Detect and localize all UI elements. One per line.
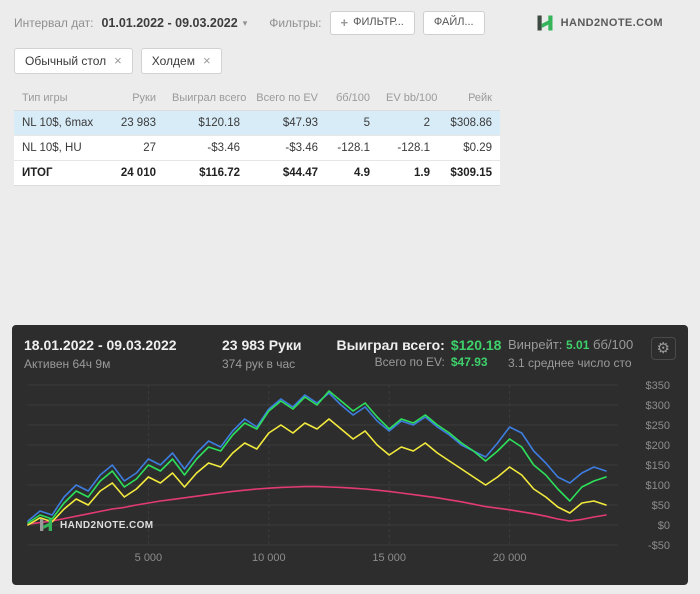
filters-label: Фильтры: <box>269 16 322 30</box>
graph-panel: 18.01.2022 - 09.03.2022 Активен 64ч 9м 2… <box>12 325 688 585</box>
svg-text:-$50: -$50 <box>648 540 670 552</box>
panel-winrate-unit: бб/100 <box>593 337 634 352</box>
svg-text:$0: $0 <box>658 520 670 532</box>
hand2note-logo-icon <box>537 15 553 31</box>
cell-bb100: 5 <box>326 111 378 136</box>
panel-hands-block: 23 983 Руки 374 рук в час <box>222 337 330 371</box>
svg-text:$250: $250 <box>646 420 670 432</box>
chart-settings-button[interactable]: ⚙ <box>650 337 676 360</box>
panel-hands-count: 23 983 Руки <box>222 337 302 353</box>
cell-won-total: $116.72 <box>164 161 248 186</box>
cell-won-total: -$3.46 <box>164 136 248 161</box>
svg-text:5 000: 5 000 <box>135 552 163 564</box>
panel-won-value: $120.18 <box>450 337 502 353</box>
column-header-won-total[interactable]: Выиграл всего <box>164 86 248 111</box>
filter-chip-table-type[interactable]: Обычный стол × <box>14 48 133 74</box>
cell-ev-total: $44.47 <box>248 161 326 186</box>
filter-chip-label: Обычный стол <box>25 54 107 68</box>
cell-ev-total: -$3.46 <box>248 136 326 161</box>
cell-ev-bb100: -128.1 <box>378 136 438 161</box>
svg-text:$150: $150 <box>646 460 670 472</box>
cell-hands: 27 <box>106 136 164 161</box>
results-table: Тип игры Руки Выиграл всего Всего по EV … <box>14 86 500 186</box>
hand2note-logo-text: HAND2NOTE.COM <box>560 17 663 29</box>
svg-text:$100: $100 <box>646 480 670 492</box>
file-button-label: ФАЙЛ... <box>433 16 474 29</box>
column-header-bb100[interactable]: бб/100 <box>326 86 378 111</box>
svg-text:$350: $350 <box>646 380 670 392</box>
topbar: Интервал дат: 01.01.2022 - 09.03.2022 ▾ … <box>0 0 700 40</box>
add-filter-button[interactable]: + ФИЛЬТР... <box>329 11 415 35</box>
cell-hands: 24 010 <box>106 161 164 186</box>
add-filter-button-label: ФИЛЬТР... <box>353 16 404 29</box>
svg-text:15 000: 15 000 <box>372 552 406 564</box>
svg-text:$200: $200 <box>646 440 670 452</box>
panel-date-range: 18.01.2022 - 09.03.2022 <box>24 337 177 353</box>
panel-winnings-block: Выиграл всего: $120.18 Всего по EV: $47.… <box>330 337 508 369</box>
svg-text:$300: $300 <box>646 400 670 412</box>
column-header-ev-bb100[interactable]: EV bb/100 <box>378 86 438 111</box>
panel-winrate-value: 5.01 <box>566 338 590 352</box>
close-icon[interactable]: × <box>114 53 122 68</box>
panel-active-time: Активен 64ч 9м <box>24 357 111 371</box>
panel-won-label: Выиграл всего: <box>336 337 445 353</box>
svg-text:10 000: 10 000 <box>252 552 286 564</box>
svg-text:20 000: 20 000 <box>493 552 527 564</box>
cell-won-total: $120.18 <box>164 111 248 136</box>
panel-winrate-label: Винрейт: <box>508 337 563 352</box>
chart-watermark: HAND2NOTE.COM <box>38 517 154 533</box>
column-header-rake[interactable]: Рейк <box>438 86 500 111</box>
cell-rake: $309.15 <box>438 161 500 186</box>
cell-ev-bb100: 1.9 <box>378 161 438 186</box>
column-header-ev-total[interactable]: Всего по EV <box>248 86 326 111</box>
chevron-down-icon: ▾ <box>242 17 248 28</box>
cell-bb100: -128.1 <box>326 136 378 161</box>
filter-chips: Обычный стол × Холдем × <box>0 40 700 74</box>
filter-chip-game-type[interactable]: Холдем × <box>140 48 222 74</box>
cell-game-type[interactable]: NL 10$, 6max <box>14 111 106 136</box>
svg-text:$50: $50 <box>652 500 670 512</box>
panel-winrate-line: Винрейт: 5.01 бб/100 <box>508 337 643 352</box>
cell-rake: $0.29 <box>438 136 500 161</box>
filter-chip-label: Холдем <box>151 54 195 68</box>
cell-hands: 23 983 <box>106 111 164 136</box>
hand2note-logo: HAND2NOTE.COM <box>535 13 663 33</box>
gear-icon: ⚙ <box>656 340 670 357</box>
cell-bb100: 4.9 <box>326 161 378 186</box>
graph-panel-header: 18.01.2022 - 09.03.2022 Активен 64ч 9м 2… <box>24 337 676 371</box>
hand2note-watermark-icon <box>40 519 52 531</box>
winnings-chart-svg: $350 $300 $250 $200 $150 $100 $50 $0 -$50 5 000 10… <box>27 380 670 564</box>
cell-ev-total: $47.93 <box>248 111 326 136</box>
close-icon[interactable]: × <box>202 53 211 68</box>
cell-total-label[interactable]: ИТОГ <box>14 161 106 186</box>
date-range-selector[interactable]: 01.01.2022 - 09.03.2022 ▾ <box>101 16 247 30</box>
panel-hands-per-hour: 374 рук в час <box>222 357 296 371</box>
cell-rake: $308.86 <box>438 111 500 136</box>
date-range-value: 01.01.2022 - 09.03.2022 <box>101 16 238 30</box>
panel-winrate-block: Винрейт: 5.01 бб/100 3.1 среднее число с… <box>508 337 643 370</box>
cell-game-type[interactable]: NL 10$, HU <box>14 136 106 161</box>
plus-icon: + <box>340 15 349 30</box>
panel-date-block: 18.01.2022 - 09.03.2022 Активен 64ч 9м <box>24 337 222 371</box>
panel-ev-label: Всего по EV: <box>374 355 445 369</box>
column-header-hands[interactable]: Руки <box>106 86 164 111</box>
cell-ev-bb100: 2 <box>378 111 438 136</box>
panel-avg-tables: 3.1 среднее число сто <box>508 356 632 370</box>
file-button[interactable]: ФАЙЛ... <box>422 11 485 35</box>
panel-ev-value: $47.93 <box>450 355 488 369</box>
hand2note-watermark-text: HAND2NOTE.COM <box>60 519 154 531</box>
date-interval-label: Интервал дат: <box>14 16 94 30</box>
column-header-game-type[interactable]: Тип игры <box>14 86 106 111</box>
winnings-chart[interactable]: $350 $300 $250 $200 $150 $100 $50 $0 -$50 5 000 10… <box>24 377 676 567</box>
